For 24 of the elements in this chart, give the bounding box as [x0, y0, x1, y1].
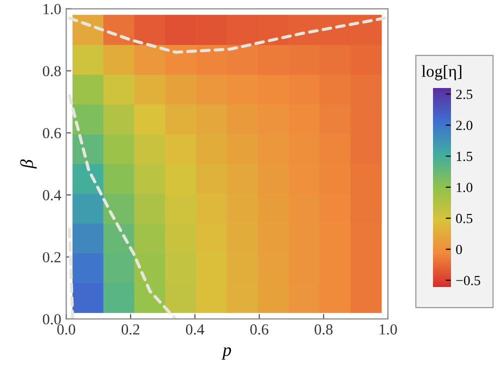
y-axis-title: β [20, 159, 37, 169]
x-axis-title: p [222, 347, 232, 360]
y-tick-label: 0.2 [42, 252, 61, 262]
x-tick-label: 0.4 [186, 324, 204, 335]
color-bar-label: 1.0 [456, 182, 472, 192]
color-bar-title: log[η] [422, 65, 462, 80]
x-tick-label: 1.0 [380, 324, 397, 335]
color-bar-label: 0 [456, 244, 462, 254]
color-bar-label: 0.5 [456, 214, 472, 224]
color-bar-label: 1.5 [456, 152, 472, 162]
x-tick-label: 0.0 [57, 324, 76, 335]
y-tick-label: 1.0 [44, 4, 61, 14]
y-tick-label: 0.6 [42, 128, 61, 138]
line-series [68, 94, 178, 319]
line-series [68, 16, 386, 54]
x-tick-label: 0.2 [122, 324, 140, 335]
y-tick-label: 0.4 [42, 190, 62, 200]
color-bar-label: 2.5 [456, 90, 472, 100]
y-tick-label: 0.0 [42, 314, 61, 324]
x-tick-label: 0.6 [250, 324, 268, 335]
x-tick-label: 0.8 [314, 324, 333, 335]
color-bar-label: 2.0 [456, 120, 472, 130]
y-tick-label: 0.8 [42, 66, 61, 76]
color-bar-label: −0.5 [456, 276, 480, 286]
